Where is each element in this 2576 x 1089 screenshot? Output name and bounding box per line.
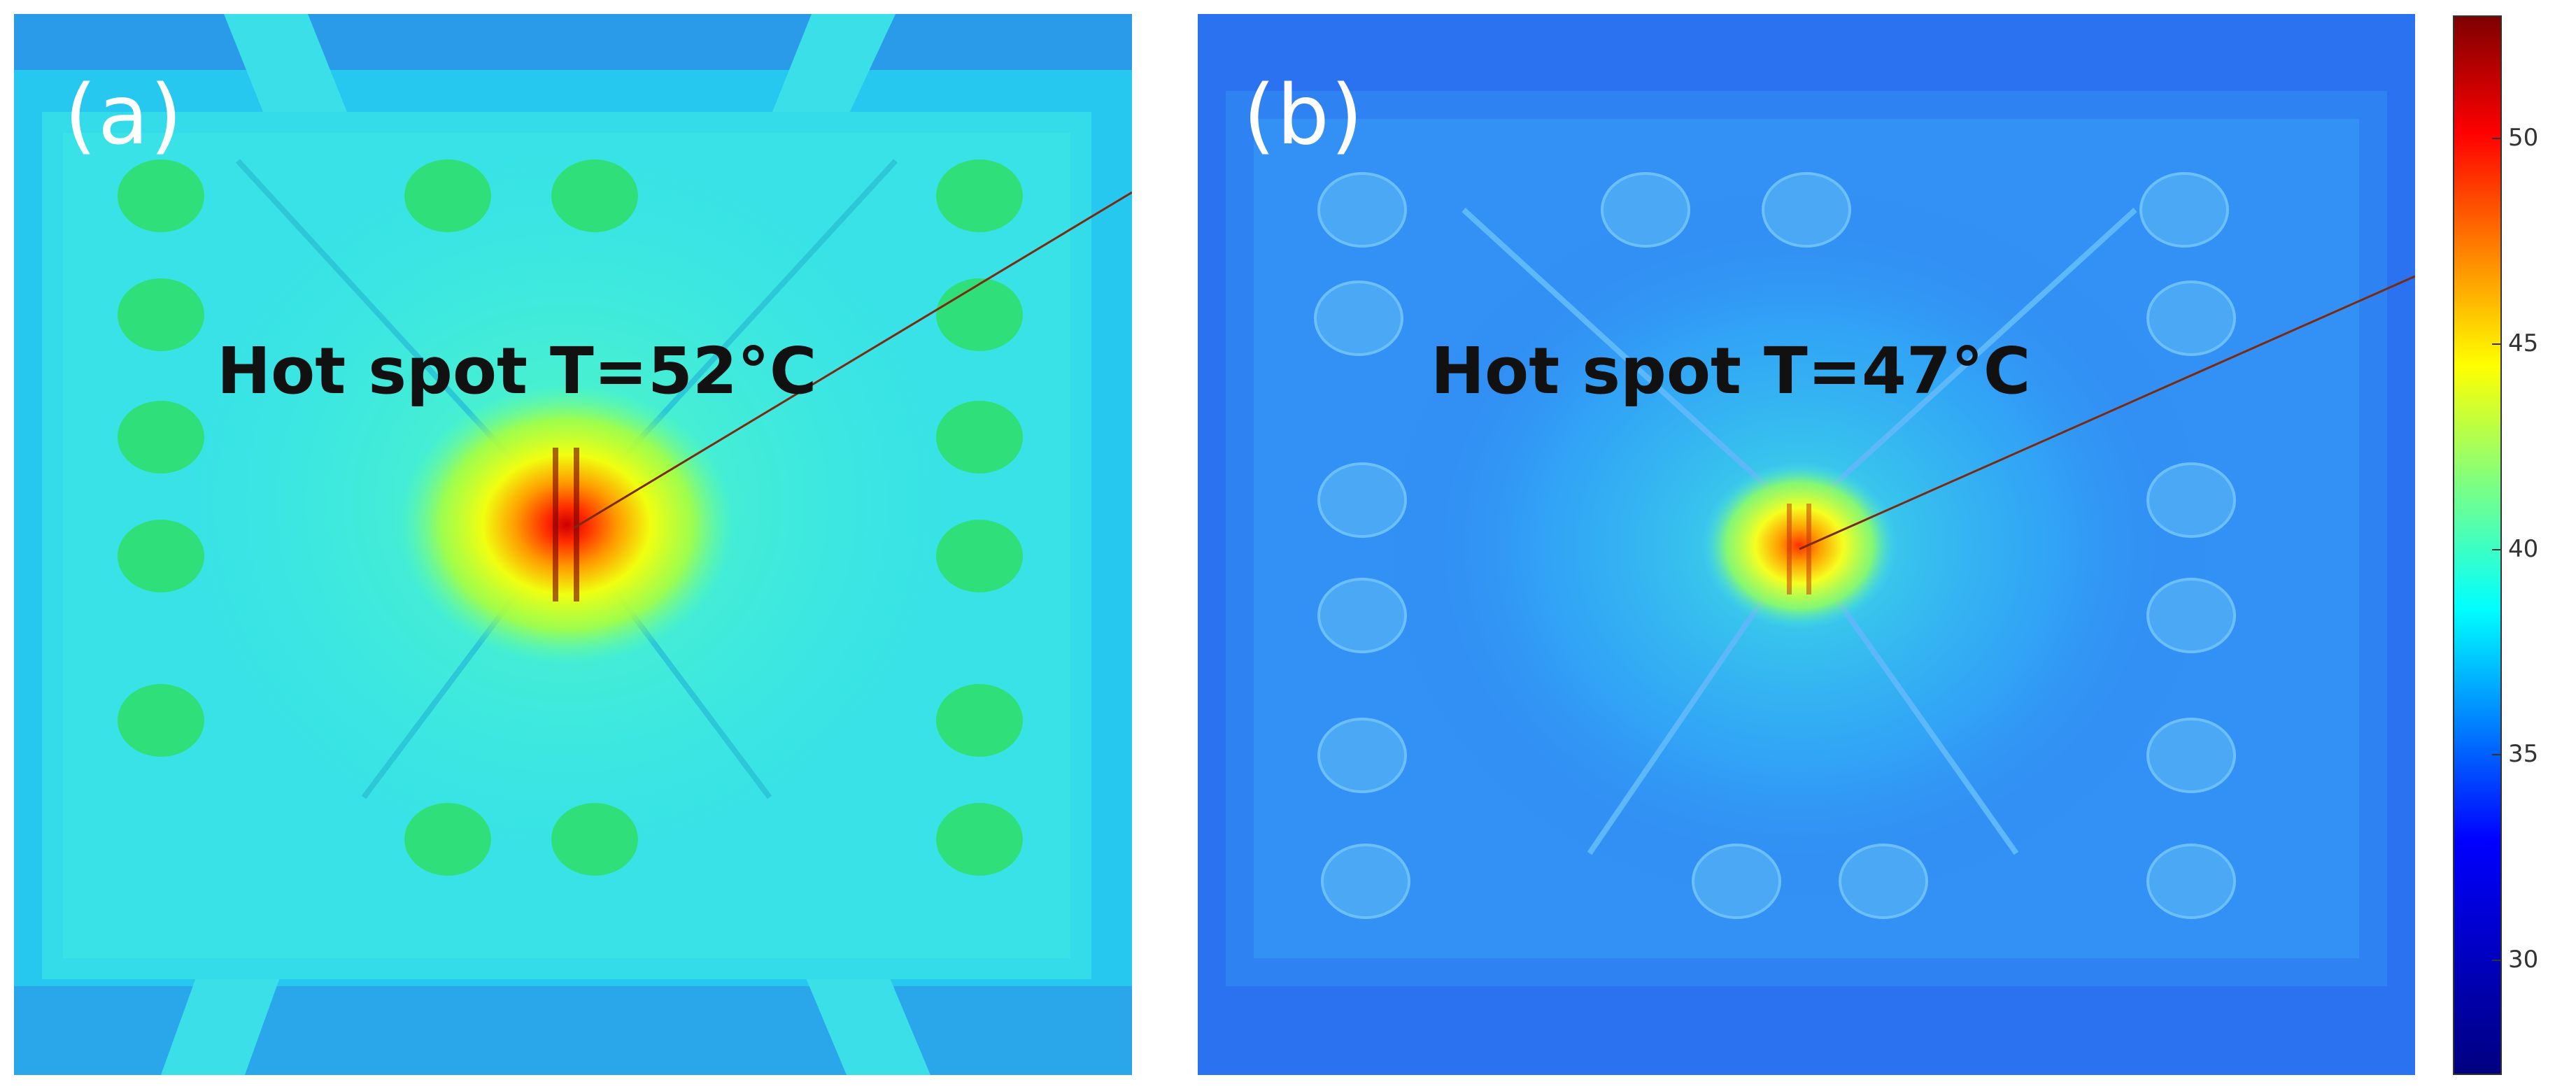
colorbar-tick-label: 50 <box>2508 124 2539 152</box>
colorbar-tick-label: 40 <box>2508 535 2539 563</box>
colorbar-tick-mark <box>2492 343 2500 345</box>
thermal-map-b <box>1198 14 2415 1075</box>
colorbar-tick-label: 30 <box>2508 946 2539 974</box>
hotspot-annotation-a: Hot spot T=52°C <box>217 334 817 408</box>
colorbar-tick-mark <box>2492 138 2500 139</box>
colorbar-tick-label: 45 <box>2508 329 2539 357</box>
panel-label-b: (b) <box>1243 66 1364 163</box>
colorbar-tick-mark <box>2492 754 2500 755</box>
colorbar-tick-mark <box>2492 960 2500 961</box>
colorbar-tick-label: 35 <box>2508 740 2539 768</box>
colorbar-tick-mark <box>2492 549 2500 550</box>
temperature-colorbar <box>2453 15 2502 1075</box>
panel-label-a: (a) <box>64 66 184 163</box>
thermal-image-panel-a: (a) Hot spot T=52°C <box>14 14 1132 1075</box>
thermal-image-panel-b: (b) Hot spot T=47°C <box>1198 14 2415 1075</box>
thermal-map-a <box>14 14 1132 1075</box>
hotspot-annotation-b: Hot spot T=47°C <box>1431 334 2031 408</box>
